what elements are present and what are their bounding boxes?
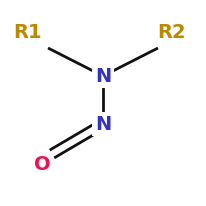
Text: N: N xyxy=(94,115,111,134)
Text: O: O xyxy=(34,155,50,174)
Text: R1: R1 xyxy=(14,22,42,41)
Text: R2: R2 xyxy=(157,22,185,41)
Text: N: N xyxy=(94,67,111,86)
